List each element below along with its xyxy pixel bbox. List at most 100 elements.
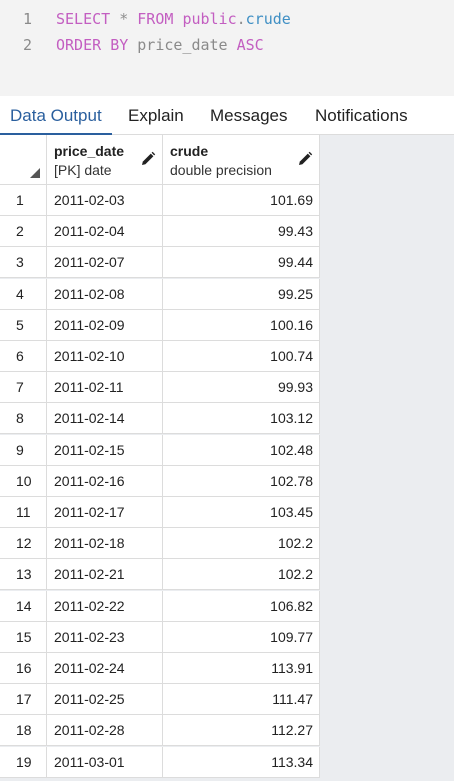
row-number-cell[interactable]: 5 [0,309,47,341]
row-number-cell[interactable]: 12 [0,528,47,560]
price-date-cell[interactable]: 2011-02-11 [47,372,163,404]
price-date-cell[interactable]: 2011-02-24 [47,653,163,684]
crude-cell[interactable]: 100.74 [163,341,320,372]
tab-explain[interactable]: Explain [128,106,184,125]
row-number-cell[interactable]: 11 [0,497,47,528]
table-row[interactable]: 1 2011-02-03 101.69 [0,185,320,216]
table-row[interactable]: 13 2011-02-21 102.2 [0,559,320,591]
column-header-crude[interactable]: crude double precision [163,135,320,185]
price-date-cell[interactable]: 2011-02-25 [47,684,163,716]
column-header-price-date[interactable]: price_date [PK] date [47,135,163,185]
row-number-cell[interactable]: 15 [0,621,47,653]
row-number-cell[interactable]: 10 [0,465,47,497]
code-token: public [182,10,237,28]
table-row[interactable]: 12 2011-02-18 102.2 [0,528,320,560]
table-row[interactable]: 14 2011-02-22 106.82 [0,590,320,622]
code-token [128,36,137,54]
crude-cell[interactable]: 101.69 [163,185,320,216]
result-tabs: Data Output Explain Messages Notificatio… [0,96,454,135]
price-date-cell[interactable]: 2011-02-08 [47,278,163,310]
price-date-cell[interactable]: 2011-02-21 [47,559,163,591]
pencil-edit-icon[interactable] [140,151,156,167]
crude-cell[interactable]: 99.43 [163,216,320,248]
row-number-cell[interactable]: 19 [0,746,47,778]
row-number-cell[interactable]: 4 [0,278,47,310]
table-row[interactable]: 11 2011-02-17 103.45 [0,497,320,528]
price-date-cell[interactable]: 2011-02-18 [47,528,163,560]
row-number-cell[interactable]: 16 [0,653,47,684]
price-date-cell[interactable]: 2011-02-16 [47,465,163,497]
price-date-cell[interactable]: 2011-02-04 [47,216,163,248]
crude-cell[interactable]: 113.91 [163,653,320,684]
crude-cell[interactable]: 103.45 [163,497,320,528]
table-row[interactable]: 16 2011-02-24 113.91 [0,653,320,684]
crude-cell[interactable]: 111.47 [163,684,320,716]
table-row[interactable]: 15 2011-02-23 109.77 [0,621,320,653]
crude-cell[interactable]: 100.16 [163,309,320,341]
column-type: double precision [170,162,272,178]
code-token: * [119,10,129,28]
row-number-cell[interactable]: 13 [0,559,47,591]
table-row[interactable]: 19 2011-03-01 113.34 [0,746,320,778]
crude-cell[interactable]: 99.93 [163,372,320,404]
row-number-cell[interactable]: 8 [0,403,47,435]
code-token [128,10,137,28]
table-row[interactable]: 3 2011-02-07 99.44 [0,247,320,279]
row-number-cell[interactable]: 2 [0,216,47,248]
line-number: 1 [22,10,32,28]
price-date-cell[interactable]: 2011-02-28 [47,715,163,747]
crude-cell[interactable]: 112.27 [163,715,320,747]
price-date-cell[interactable]: 2011-02-03 [47,185,163,216]
price-date-cell[interactable]: 2011-02-10 [47,341,163,372]
row-number-cell[interactable]: 1 [0,185,47,216]
price-date-cell[interactable]: 2011-03-01 [47,746,163,778]
table-row[interactable]: 9 2011-02-15 102.48 [0,434,320,466]
row-number-cell[interactable]: 18 [0,715,47,747]
row-number-cell[interactable]: 3 [0,247,47,279]
table-row[interactable]: 2 2011-02-04 99.43 [0,216,320,248]
table-row[interactable]: 17 2011-02-25 111.47 [0,684,320,716]
price-date-cell[interactable]: 2011-02-15 [47,434,163,466]
crude-cell[interactable]: 99.44 [163,247,320,279]
row-number-cell[interactable]: 6 [0,341,47,372]
table-row[interactable]: 8 2011-02-14 103.12 [0,403,320,435]
row-number-cell[interactable]: 7 [0,372,47,404]
pencil-edit-icon[interactable] [297,151,313,167]
tab-notifications[interactable]: Notifications [315,106,408,125]
crude-cell[interactable]: 102.78 [163,465,320,497]
crude-cell[interactable]: 109.77 [163,621,320,653]
price-date-cell[interactable]: 2011-02-14 [47,403,163,435]
tab-data-output[interactable]: Data Output [0,96,112,135]
crude-cell[interactable]: 99.25 [163,278,320,310]
select-all-corner[interactable] [0,135,47,185]
row-number-cell[interactable]: 9 [0,434,47,466]
price-date-cell[interactable]: 2011-02-07 [47,247,163,279]
data-output-grid: price_date [PK] date crude double precis… [0,135,454,781]
tab-messages[interactable]: Messages [210,106,288,125]
table-row[interactable]: 5 2011-02-09 100.16 [0,309,320,341]
code-token [110,10,119,28]
crude-cell[interactable]: 113.34 [163,746,320,778]
table-row[interactable]: 10 2011-02-16 102.78 [0,465,320,497]
price-date-cell[interactable]: 2011-02-22 [47,590,163,622]
price-date-cell[interactable]: 2011-02-09 [47,309,163,341]
row-number-cell[interactable]: 17 [0,684,47,716]
crude-cell[interactable]: 106.82 [163,590,320,622]
table-row[interactable]: 7 2011-02-11 99.93 [0,372,320,404]
code-line[interactable]: 2 ORDER BY price_date ASC [0,32,454,58]
price-date-cell[interactable]: 2011-02-23 [47,621,163,653]
table-row[interactable]: 18 2011-02-28 112.27 [0,715,320,747]
row-number-cell[interactable]: 14 [0,590,47,622]
price-date-cell[interactable]: 2011-02-17 [47,497,163,528]
table-row[interactable]: 4 2011-02-08 99.25 [0,278,320,310]
code-token: ASC [236,36,264,54]
crude-cell[interactable]: 102.2 [163,528,320,560]
crude-cell[interactable]: 103.12 [163,403,320,435]
code-token [228,36,237,54]
code-line[interactable]: 1 SELECT * FROM public.crude [0,6,454,32]
column-type: [PK] date [54,162,112,178]
table-row[interactable]: 6 2011-02-10 100.74 [0,341,320,372]
crude-cell[interactable]: 102.2 [163,559,320,591]
crude-cell[interactable]: 102.48 [163,434,320,466]
sql-editor[interactable]: 1 SELECT * FROM public.crude 2 ORDER BY pri… [0,0,454,96]
